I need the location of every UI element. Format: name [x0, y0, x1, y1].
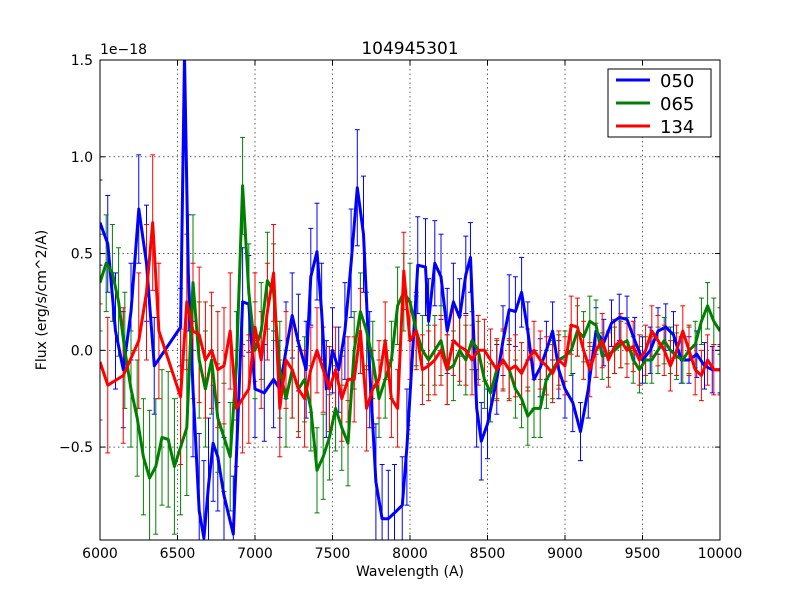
series-line-134 — [100, 221, 720, 410]
x-axis-label: Wavelength (A) — [356, 564, 464, 580]
chart-title: 104945301 — [361, 39, 458, 59]
axis-ticks: 6000 6500 7000 7500 8000 8500 9000 9500 10000 −0.… — [59, 53, 742, 562]
y-offset-label: 1e−18 — [100, 42, 147, 58]
y-tick-label: 0.0 — [71, 343, 93, 359]
x-tick-label: 10000 — [698, 546, 743, 562]
y-tick-label: 0.5 — [71, 247, 93, 263]
y-tick-label: 1.0 — [71, 150, 93, 166]
x-tick-label: 9500 — [625, 546, 661, 562]
x-tick-label: 7000 — [237, 546, 273, 562]
legend-label-050: 050 — [660, 71, 694, 92]
x-tick-label: 9000 — [547, 546, 583, 562]
series-line-065 — [100, 184, 720, 480]
legend-label-065: 065 — [660, 94, 694, 115]
y-axis-label: Flux (erg/s/cm^2/A) — [34, 230, 50, 370]
x-tick-label: 8500 — [470, 546, 506, 562]
series-lines — [100, 60, 720, 540]
y-tick-label: −0.5 — [59, 440, 93, 456]
x-tick-label: 6000 — [82, 546, 118, 562]
x-tick-label: 6500 — [160, 546, 196, 562]
y-tick-label: 1.5 — [71, 53, 93, 69]
x-tick-label: 7500 — [315, 546, 351, 562]
x-tick-label: 8000 — [392, 546, 428, 562]
legend-label-134: 134 — [660, 117, 694, 138]
legend: 050 065 134 — [607, 68, 712, 138]
